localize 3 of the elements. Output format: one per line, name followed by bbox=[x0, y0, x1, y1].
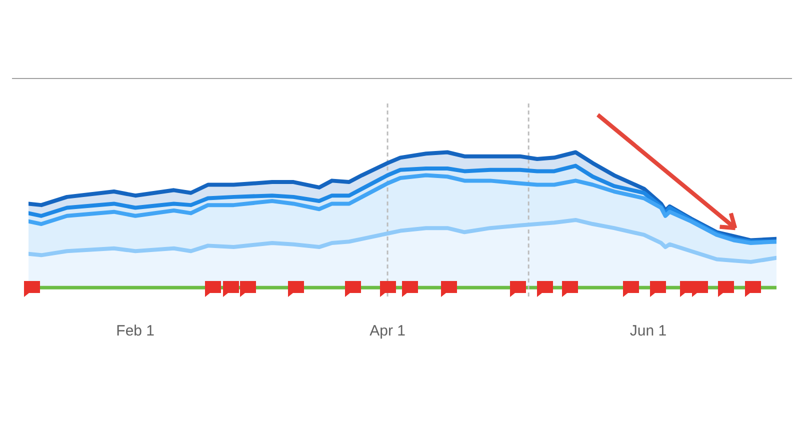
x-tick-label: Apr 1 bbox=[370, 322, 406, 340]
x-tick-label: Jun 1 bbox=[630, 322, 667, 340]
x-tick-label: Feb 1 bbox=[116, 322, 155, 340]
